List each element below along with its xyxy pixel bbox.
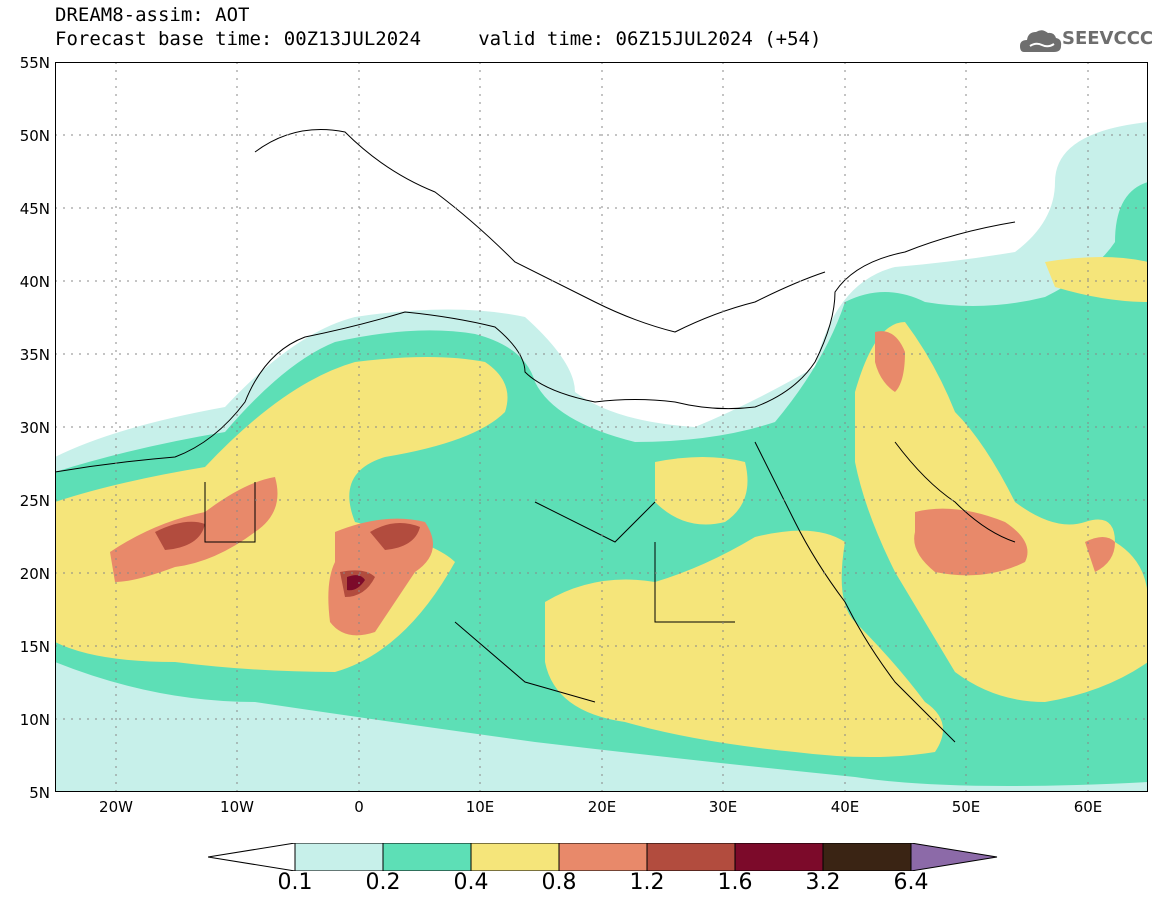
lat-label: 40N xyxy=(19,273,50,291)
colorbar-segment xyxy=(646,843,736,871)
lon-label: 0 xyxy=(354,798,364,816)
lon-label: 50E xyxy=(951,798,981,816)
colorbar-label: 0.8 xyxy=(541,870,577,895)
colorbar-segment xyxy=(734,843,824,871)
map-border xyxy=(55,62,1148,792)
colorbar-segment xyxy=(910,843,998,871)
colorbar-segment xyxy=(208,843,296,871)
colorbar-segment xyxy=(558,843,648,871)
lat-label: 50N xyxy=(19,127,50,145)
lat-label: 10N xyxy=(19,711,50,729)
aot-contour-0.4 xyxy=(55,257,1148,757)
aot-map-canvas xyxy=(55,62,1148,792)
lon-label: 30E xyxy=(708,798,738,816)
lat-label: 55N xyxy=(19,54,50,72)
lon-label: 10W xyxy=(220,798,254,816)
colorbar-segment xyxy=(294,843,384,871)
aot-contour-1.6 xyxy=(347,575,365,591)
lat-label: 45N xyxy=(19,200,50,218)
colorbar-segment xyxy=(470,843,560,871)
map-title: DREAM8-assim: AOT xyxy=(55,4,250,26)
coastlines xyxy=(55,129,1016,743)
lon-label: 20W xyxy=(99,798,133,816)
colorbar-label: 0.4 xyxy=(453,870,489,895)
lat-label: 30N xyxy=(19,419,50,437)
colorbar-label: 3.2 xyxy=(805,870,841,895)
lat-label: 35N xyxy=(19,346,50,364)
colorbar-label: 1.6 xyxy=(717,870,753,895)
lat-label: 20N xyxy=(19,565,50,583)
grid-lines xyxy=(55,62,1148,792)
colorbar-label: 6.4 xyxy=(893,870,929,895)
lon-label: 10E xyxy=(465,798,495,816)
colorbar-label: 0.1 xyxy=(277,870,313,895)
seevccc-logo: SEEVCCC xyxy=(1062,28,1154,49)
cloud-icon xyxy=(1020,30,1062,52)
colorbar-label: 0.2 xyxy=(365,870,401,895)
lat-label: 5N xyxy=(29,784,50,802)
colorbar-segment xyxy=(822,843,912,871)
lon-label: 60E xyxy=(1073,798,1103,816)
colorbar-label: 1.2 xyxy=(629,870,665,895)
colorbar-segment xyxy=(382,843,472,871)
lon-label: 20E xyxy=(587,798,617,816)
forecast-times: Forecast base time: 00Z13JUL2024 valid t… xyxy=(55,28,822,50)
colorbar xyxy=(208,843,998,871)
lon-label: 40E xyxy=(830,798,860,816)
aot-map xyxy=(55,62,1148,792)
lat-label: 15N xyxy=(19,638,50,656)
lat-label: 25N xyxy=(19,492,50,510)
